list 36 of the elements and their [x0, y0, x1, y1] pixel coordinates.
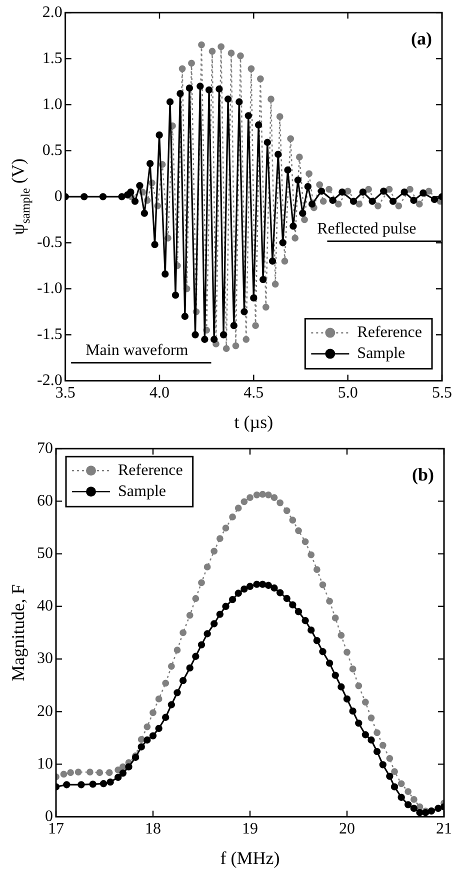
x-tick-label: 20	[339, 820, 355, 838]
legend-label: Reference	[118, 462, 183, 479]
x-tick-label: 5.5	[432, 384, 452, 402]
y-tick-label: 20	[37, 702, 53, 720]
x-tick-label: 21	[436, 820, 452, 838]
legend-label: Reference	[357, 324, 422, 342]
y-tick-label: 40	[37, 598, 53, 615]
y-tick-label: 30	[37, 650, 53, 668]
y-tick-label: 1.0	[42, 96, 62, 113]
y-tick-label: 70	[37, 440, 53, 457]
legend-label: Sample	[118, 482, 166, 500]
x-axis-title: t (µs)	[234, 412, 274, 432]
legend-label: Sample	[357, 345, 406, 362]
y-tick-label: -1.0	[37, 280, 62, 297]
y-tick-label: 1.5	[42, 50, 62, 67]
y-axis-title: Magnitude, F	[8, 584, 28, 682]
x-tick-label: 18	[145, 820, 161, 838]
y-axis-title: ψsample (V)	[8, 158, 32, 235]
y-tick-label: 50	[37, 545, 53, 562]
x-tick-label: 17	[48, 820, 64, 838]
x-axis-title: f (MHz)	[220, 848, 280, 868]
annotation: (a)	[411, 28, 432, 48]
y-tick-label: 2.0	[42, 4, 62, 21]
y-tick-label: 0.5	[42, 142, 62, 159]
y-tick-label: 10	[37, 755, 53, 772]
y-tick-label: 60	[37, 492, 53, 510]
x-tick-label: 4.0	[149, 384, 170, 402]
x-tick-label: 5.0	[338, 384, 358, 402]
x-tick-label: 19	[242, 820, 258, 838]
annotation: Reflected pulse	[317, 220, 416, 238]
annotation: (b)	[412, 464, 434, 484]
y-tick-label: 0	[54, 188, 62, 205]
y-tick-label: -1.5	[37, 326, 62, 343]
y-tick-label: -0.5	[37, 234, 62, 251]
annotation: Main waveform	[86, 342, 189, 359]
x-tick-label: 4.5	[244, 384, 264, 402]
